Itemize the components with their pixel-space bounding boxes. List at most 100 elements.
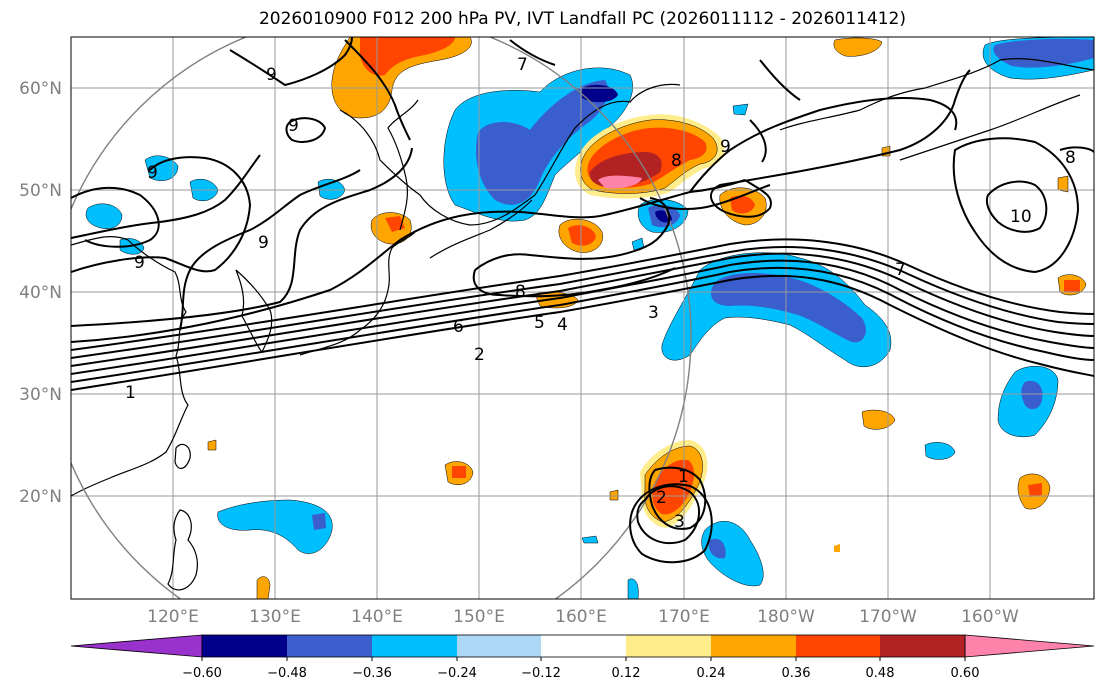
pv-contour (639, 184, 771, 210)
pv-contour (509, 39, 556, 66)
contour-label: 1 (678, 467, 689, 487)
colorbar-segment (626, 635, 711, 657)
lat-label: 20°N (19, 487, 62, 507)
contour-label: 10 (1010, 207, 1032, 227)
pv-contour (71, 179, 746, 343)
colorbar-segment (711, 635, 796, 657)
map-frame (70, 36, 1095, 600)
contour-label: 3 (674, 512, 685, 532)
pv-contour (344, 39, 411, 141)
anomaly-patch (1057, 175, 1069, 193)
anomaly-patch (452, 466, 466, 478)
anomaly-patch (207, 439, 217, 451)
anomaly-patch (732, 103, 749, 116)
anomaly-patch (609, 489, 619, 501)
anomaly-patch (256, 576, 271, 599)
pv-contour (71, 246, 1094, 359)
coastline-aleutians (899, 94, 1081, 161)
pv-contour (759, 59, 801, 101)
pv-contour (71, 274, 1094, 391)
contour-label: 9 (288, 116, 299, 136)
latitude-labels: 60°N 50°N 40°N 30°N 20°N (19, 79, 62, 507)
contour-label: 7 (895, 260, 906, 280)
lon-label: 180°W (757, 607, 815, 627)
pv-contours (71, 37, 1094, 564)
pv-contour (985, 180, 1048, 233)
longitude-labels: 120°E 130°E 140°E 150°E 160°E 170°E 180°… (147, 607, 1019, 627)
positive-anomaly-patches (207, 37, 1087, 599)
lon-label: 170°W (859, 607, 917, 627)
contour-label: 9 (134, 253, 145, 273)
anomaly-patch (730, 195, 755, 214)
contour-label: 7 (517, 55, 528, 75)
pv-contour (710, 69, 971, 218)
colorbar-segment (287, 635, 372, 657)
contour-label: 6 (453, 317, 464, 337)
lon-label: 160°W (961, 607, 1019, 627)
lon-label: 160°E (555, 607, 607, 627)
anomaly-patch (627, 578, 639, 599)
landfall-region-circle (71, 37, 692, 599)
contour-label: 1 (125, 383, 136, 403)
contour-label: 2 (474, 345, 485, 365)
anomaly-patch (924, 442, 956, 460)
pv-contour (636, 485, 700, 545)
pv-contour (1059, 146, 1094, 153)
colorbar-tick-label: −0.12 (521, 666, 561, 681)
anomaly-patch (710, 272, 866, 343)
pv-contour (71, 259, 1094, 375)
lon-label: 120°E (147, 607, 199, 627)
colorbar-tick-label: 0.24 (697, 666, 726, 681)
contour-label: 9 (147, 163, 158, 183)
gridlines (71, 37, 1094, 599)
anomaly-patch (360, 37, 455, 76)
coastline-kuril-islands (429, 199, 533, 259)
lon-label: 130°E (249, 607, 301, 627)
anomaly-patch (312, 513, 326, 530)
colorbar-tick-label: 0.12 (612, 666, 641, 681)
pv-contour (472, 267, 676, 298)
colorbar-tick-label: −0.60 (182, 666, 222, 681)
coastline-asia-east (71, 236, 189, 497)
lon-label: 140°E (351, 607, 403, 627)
lon-label: 150°E (453, 607, 505, 627)
colorbar-tick-label: 0.48 (866, 666, 895, 681)
anomaly-patch (582, 84, 618, 103)
anomaly-patch (475, 80, 609, 205)
colorbar: −0.60 −0.48 −0.36 −0.24 −0.12 0.12 0.24 … (70, 634, 1095, 681)
map-layers: 1 2 3 4 5 6 7 8 8 8 9 9 9 9 9 9 10 7 1 2… (71, 37, 1094, 599)
anomaly-patch (144, 155, 179, 181)
pv-contour (71, 156, 252, 273)
pv-contour (285, 117, 327, 143)
colorbar-frame (201, 634, 966, 658)
contour-labels: 1 2 3 4 5 6 7 8 8 8 9 9 9 9 9 9 10 7 1 2… (125, 55, 1076, 532)
anomaly-patch (993, 38, 1094, 68)
anomaly-patch (834, 544, 840, 552)
coastline-hokkaido-sakhalin (387, 99, 419, 231)
colorbar-tick-label: 0.36 (782, 666, 811, 681)
anomaly-patch (709, 538, 726, 559)
lon-label: 170°E (658, 607, 710, 627)
coastline-kamchatka-russia (339, 83, 681, 226)
contour-label: 9 (266, 65, 277, 85)
colorbar-tick-label: −0.36 (352, 666, 392, 681)
pv-contour (71, 186, 160, 248)
contour-label: 5 (534, 313, 545, 333)
anomaly-patch (861, 409, 896, 430)
coastline-philippines (167, 509, 199, 591)
pv-contour (71, 154, 261, 239)
contour-label: 3 (648, 303, 659, 323)
colorbar-segment (457, 635, 541, 657)
colorbar-segment (880, 635, 965, 657)
pv-contour (71, 147, 413, 327)
colorbar-low-extend (70, 634, 203, 658)
pv-contour (629, 483, 713, 564)
contour-label: 8 (1065, 148, 1076, 168)
contour-label: 2 (656, 488, 667, 508)
contour-label: 4 (557, 315, 568, 335)
coastlines (71, 58, 1094, 591)
anomaly-patch (568, 225, 596, 246)
pv-contour (71, 238, 1094, 351)
pv-contour (474, 197, 670, 271)
